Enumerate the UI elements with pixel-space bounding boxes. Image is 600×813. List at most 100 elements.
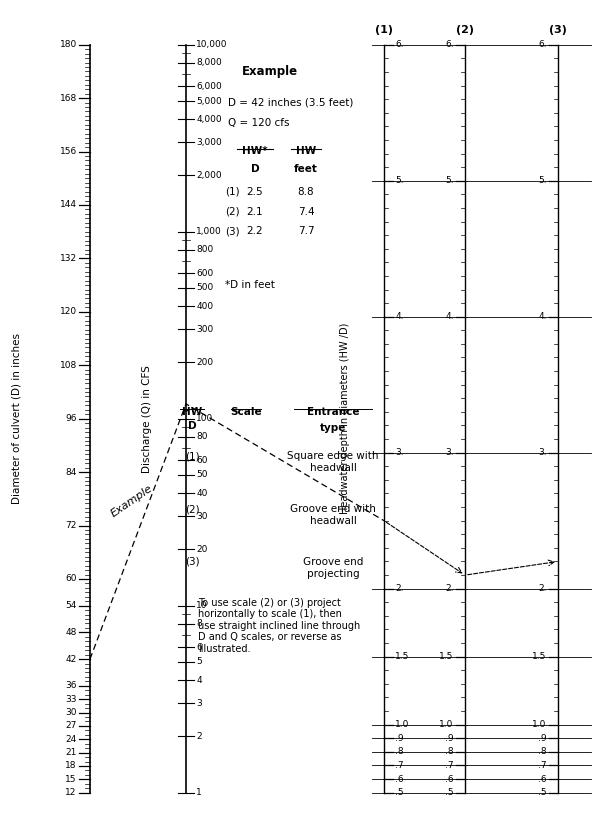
Text: 200: 200	[196, 358, 214, 367]
Text: 108: 108	[59, 361, 77, 370]
Text: 3.: 3.	[445, 448, 454, 457]
Text: (3): (3)	[225, 226, 239, 236]
Text: Diameter of culvert (D) in inches: Diameter of culvert (D) in inches	[12, 333, 22, 504]
Text: 2,000: 2,000	[196, 171, 222, 180]
Text: *D in feet: *D in feet	[225, 280, 275, 290]
Text: Entrance: Entrance	[307, 406, 359, 416]
Text: 1: 1	[196, 788, 202, 798]
Text: 600: 600	[196, 268, 214, 278]
Text: 120: 120	[59, 307, 77, 316]
Text: 3.: 3.	[538, 448, 547, 457]
Text: 50: 50	[196, 471, 208, 480]
Text: 1.0: 1.0	[439, 720, 454, 729]
Text: 3,000: 3,000	[196, 138, 222, 147]
Text: 6.: 6.	[445, 40, 454, 50]
Text: 4: 4	[196, 676, 202, 685]
Text: D = 42 inches (3.5 feet): D = 42 inches (3.5 feet)	[228, 98, 353, 107]
Text: 400: 400	[196, 302, 214, 311]
Text: 156: 156	[59, 147, 77, 156]
Text: 180: 180	[59, 40, 77, 50]
Text: 2.1: 2.1	[247, 207, 263, 216]
Text: 42: 42	[65, 654, 77, 663]
Text: 1.0: 1.0	[395, 720, 410, 729]
Text: 8: 8	[196, 620, 202, 628]
Text: 5.: 5.	[445, 176, 454, 185]
Text: .5: .5	[445, 788, 454, 798]
Text: Discharge (Q) in CFS: Discharge (Q) in CFS	[142, 365, 152, 472]
Text: 300: 300	[196, 325, 214, 334]
Text: D: D	[251, 164, 259, 174]
Text: 1,000: 1,000	[196, 227, 222, 237]
Text: 100: 100	[196, 414, 214, 424]
Text: .5: .5	[395, 788, 404, 798]
Text: Groove end with
headwall: Groove end with headwall	[290, 504, 376, 526]
Text: 5.: 5.	[395, 176, 404, 185]
Text: (1): (1)	[225, 187, 239, 197]
Text: .7: .7	[445, 761, 454, 770]
Text: D: D	[188, 421, 196, 431]
Text: 2.: 2.	[395, 585, 404, 593]
Text: (1): (1)	[185, 451, 199, 461]
Text: 48: 48	[65, 628, 77, 637]
Text: 5,000: 5,000	[196, 97, 222, 106]
Text: Square edge with
headwall: Square edge with headwall	[287, 451, 379, 473]
Text: 1.5: 1.5	[395, 652, 410, 661]
Text: 500: 500	[196, 284, 214, 293]
Text: HW: HW	[182, 406, 202, 416]
Text: 10,000: 10,000	[196, 40, 228, 50]
Text: 30: 30	[196, 512, 208, 521]
Text: Scale: Scale	[230, 406, 262, 416]
Text: 96: 96	[65, 414, 77, 424]
Text: .9: .9	[445, 734, 454, 743]
Text: 4.: 4.	[538, 312, 547, 321]
Text: 1.0: 1.0	[532, 720, 547, 729]
Text: 24: 24	[65, 735, 77, 744]
Text: 1.5: 1.5	[439, 652, 454, 661]
Text: 6: 6	[196, 642, 202, 652]
Text: (1): (1)	[375, 25, 393, 35]
Text: (2): (2)	[225, 207, 239, 216]
Text: 4.: 4.	[395, 312, 404, 321]
Text: 2.: 2.	[538, 585, 547, 593]
Text: 60: 60	[196, 455, 208, 465]
Text: .7: .7	[395, 761, 404, 770]
Text: 800: 800	[196, 246, 214, 254]
Text: 40: 40	[196, 489, 208, 498]
Text: 21: 21	[65, 748, 77, 757]
Text: .8: .8	[538, 747, 547, 756]
Text: 10: 10	[196, 601, 208, 611]
Text: Q = 120 cfs: Q = 120 cfs	[228, 118, 290, 128]
Text: (2): (2)	[456, 25, 474, 35]
Text: .9: .9	[538, 734, 547, 743]
Text: feet: feet	[294, 164, 318, 174]
Text: Headwater depth in diameters (HW /D): Headwater depth in diameters (HW /D)	[340, 323, 350, 515]
Text: 168: 168	[59, 93, 77, 102]
Text: 2.2: 2.2	[247, 226, 263, 236]
Text: .5: .5	[538, 788, 547, 798]
Text: Groove end
projecting: Groove end projecting	[303, 557, 363, 579]
Text: 6,000: 6,000	[196, 81, 222, 91]
Text: 30: 30	[65, 708, 77, 717]
Text: 33: 33	[65, 694, 77, 704]
Text: 20: 20	[196, 545, 208, 554]
Text: 5: 5	[196, 658, 202, 667]
Text: 7.4: 7.4	[298, 207, 314, 216]
Text: type: type	[320, 423, 346, 433]
Text: 60: 60	[65, 575, 77, 584]
Text: 54: 54	[65, 601, 77, 611]
Text: 4.: 4.	[445, 312, 454, 321]
Text: 3: 3	[196, 699, 202, 708]
Text: HW: HW	[296, 146, 316, 156]
Text: 2.: 2.	[445, 585, 454, 593]
Text: 36: 36	[65, 681, 77, 690]
Text: .8: .8	[395, 747, 404, 756]
Text: 8.8: 8.8	[298, 187, 314, 197]
Text: 15: 15	[65, 775, 77, 784]
Text: Example: Example	[109, 484, 155, 520]
Text: 27: 27	[65, 721, 77, 730]
Text: 6.: 6.	[538, 40, 547, 50]
Text: 1.5: 1.5	[532, 652, 547, 661]
Text: 18: 18	[65, 762, 77, 771]
Text: 80: 80	[196, 433, 208, 441]
Text: (2): (2)	[185, 504, 199, 514]
